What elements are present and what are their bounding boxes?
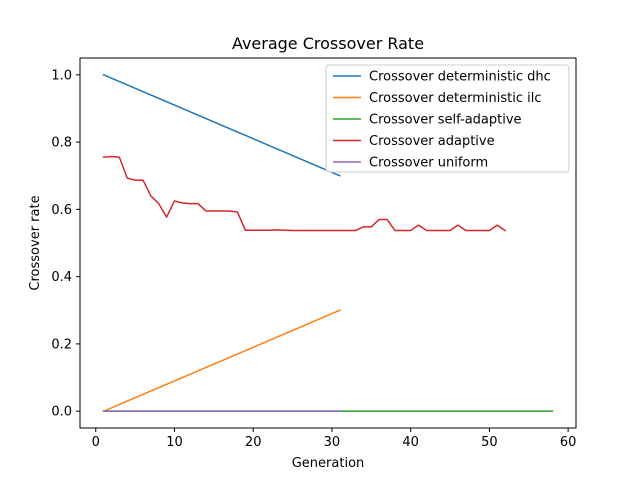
series-line-crossover-adaptive	[102, 155, 507, 232]
legend-label-crossover-adaptive: Crossover adaptive	[369, 134, 495, 149]
legend-label-crossover-uniform: Crossover uniform	[369, 156, 488, 171]
legend-label-crossover-deterministic-dhc: Crossover deterministic dhc	[369, 70, 551, 85]
x-tick-label: 0	[92, 435, 100, 450]
x-tick-label: 40	[402, 435, 419, 450]
x-tick-label: 20	[245, 435, 262, 450]
x-tick-label: 50	[481, 435, 498, 450]
y-tick-label: 0.2	[51, 337, 72, 352]
x-tick-label: 30	[324, 435, 341, 450]
y-tick-label: 0.4	[51, 270, 72, 285]
y-tick-label: 0.0	[51, 405, 72, 420]
plot-frame	[79, 57, 577, 429]
series-line-crossover-deterministic-dhc	[102, 73, 341, 177]
legend-label-crossover-self-adaptive: Crossover self-adaptive	[369, 113, 522, 128]
legend: Crossover deterministic dhc Crossover det…	[325, 64, 570, 173]
legend-box	[325, 64, 570, 173]
x-tick-label: 60	[560, 435, 577, 450]
chart-title: Average Crossover Rate	[232, 34, 424, 53]
x-tick-label: 10	[166, 435, 183, 450]
plot-lines	[102, 73, 554, 413]
y-tick-label: 0.6	[51, 203, 72, 218]
y-tick-label: 1.0	[51, 68, 72, 83]
y-axis-label: Crossover rate	[28, 195, 43, 290]
y-axis: 0.0 0.2 0.4 0.6 0.8 1.0	[51, 68, 80, 420]
legend-label-crossover-deterministic-ilc: Crossover deterministic ilc	[369, 91, 541, 106]
y-tick-label: 0.8	[51, 136, 72, 151]
x-axis: 0 10 20 30 40 50 60	[92, 428, 577, 450]
series-line-crossover-deterministic-ilc	[102, 309, 341, 413]
x-axis-label: Generation	[292, 456, 365, 471]
